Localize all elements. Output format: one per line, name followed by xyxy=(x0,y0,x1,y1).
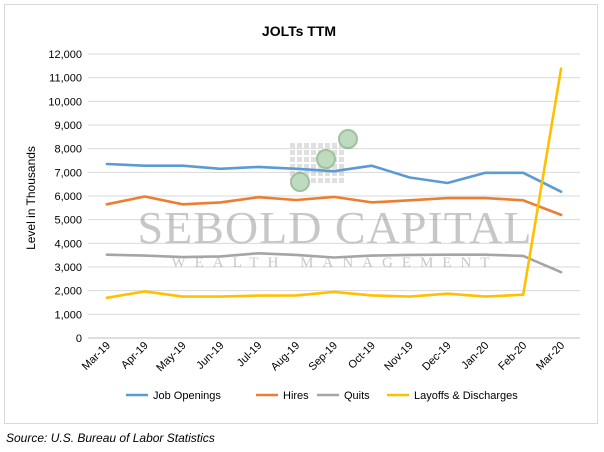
x-tick-label: Mar-19 xyxy=(80,340,113,373)
legend-label-layoffs-discharges: Layoffs & Discharges xyxy=(414,390,518,402)
chart-frame: JOLTs TTM Level in Thousands 0 1,000 2,000… xyxy=(4,4,598,424)
series-line-quits xyxy=(105,252,563,274)
x-tick-label: Apr-19 xyxy=(119,340,151,372)
y-tick-label: 6,000 xyxy=(54,191,82,203)
y-tick-label: 12,000 xyxy=(48,49,82,61)
y-tick-label: 3,000 xyxy=(54,262,82,274)
y-axis-label: Level in Thousands xyxy=(24,146,38,250)
jolts-line-chart: JOLTs TTM Level in Thousands 0 1,000 2,000… xyxy=(24,23,580,402)
x-tick-label: Mar-20 xyxy=(534,340,567,373)
x-tick-label: Dec-19 xyxy=(420,340,454,374)
source-note: Source: U.S. Bureau of Labor Statistics xyxy=(6,431,215,445)
x-tick-label: Jul-19 xyxy=(235,340,265,370)
y-tick-label: 5,000 xyxy=(54,215,82,227)
y-tick-label: 1,000 xyxy=(54,309,82,321)
y-tick-label: 11,000 xyxy=(49,73,82,85)
x-tick-label: May-19 xyxy=(154,340,188,374)
series-line-hires xyxy=(105,195,563,217)
x-tick-label: Nov-19 xyxy=(382,340,416,374)
x-tick-label: Oct-19 xyxy=(346,340,378,372)
y-tick-label: 0 xyxy=(76,333,82,345)
y-tick-label: 7,000 xyxy=(54,167,82,179)
legend-label-quits: Quits xyxy=(344,390,370,402)
sebold-capital-watermark: SEBOLD CAPITAL WEALTH MANAGEMENT xyxy=(138,129,533,271)
logo-name: SEBOLD CAPITAL xyxy=(138,202,533,253)
y-tick-label: 4,000 xyxy=(54,238,82,250)
x-tick-label: Jan-20 xyxy=(459,340,491,372)
legend-label-job-openings: Job Openings xyxy=(153,390,221,402)
sebold-capital-logo-icon xyxy=(290,129,358,192)
x-tick-label: Jun-19 xyxy=(194,340,226,372)
legend-label-hires: Hires xyxy=(283,390,309,402)
series-line-layoffs-discharges xyxy=(105,67,563,300)
gridlines xyxy=(88,53,580,339)
x-tick-labels: Mar-19 Apr-19 May-19 Jun-19 Jul-19 Aug-19 Sep-… xyxy=(80,340,567,374)
logo-tagline: WEALTH MANAGEMENT xyxy=(171,255,498,271)
y-tick-label: 10,000 xyxy=(48,96,82,108)
chart-title: JOLTs TTM xyxy=(262,23,336,39)
series-lines xyxy=(105,67,563,300)
x-tick-label: Aug-19 xyxy=(269,340,303,374)
y-tick-label: 9,000 xyxy=(54,120,82,132)
legend: Job Openings Hires Quits Layoffs & Discharg… xyxy=(126,390,518,402)
x-tick-label: Sep-19 xyxy=(307,340,341,374)
y-tick-labels: 0 1,000 2,000 3,000 4,000 5,000 6,000 7,000 8,00… xyxy=(48,49,82,345)
series-line-job-openings xyxy=(105,162,563,193)
y-tick-label: 8,000 xyxy=(54,144,82,156)
y-tick-label: 2,000 xyxy=(54,286,82,298)
x-tick-label: Feb-20 xyxy=(496,340,529,373)
